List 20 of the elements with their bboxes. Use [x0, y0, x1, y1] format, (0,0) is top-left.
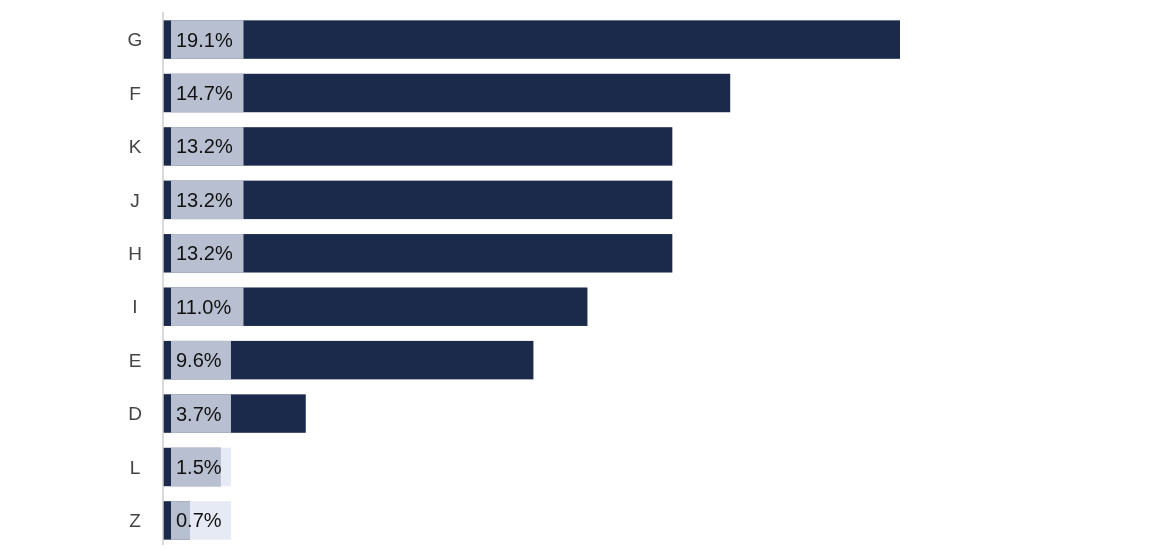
- y-tick-label: I: [132, 296, 138, 318]
- data-label: 11.0%: [176, 295, 232, 318]
- data-label: 14.7%: [176, 82, 233, 104]
- data-label: 13.2%: [176, 188, 233, 211]
- y-tick-label: D: [128, 403, 142, 425]
- data-label: 13.2%: [176, 242, 233, 265]
- y-tick-label: Z: [129, 510, 142, 532]
- data-label: 0.7%: [176, 509, 222, 532]
- y-tick-label: G: [127, 29, 143, 51]
- data-label: 3.7%: [176, 402, 222, 425]
- data-label: 9.6%: [176, 349, 222, 372]
- y-tick-label: L: [129, 456, 141, 478]
- data-label: 1.5%: [176, 456, 222, 478]
- data-label: 13.2%: [176, 135, 233, 158]
- y-tick-label: F: [129, 82, 141, 104]
- y-tick-label: K: [128, 136, 142, 158]
- data-label: 19.1%: [176, 28, 233, 51]
- y-tick-label: H: [128, 242, 142, 264]
- y-tick-label: J: [130, 189, 140, 211]
- y-tick-label: E: [128, 349, 142, 371]
